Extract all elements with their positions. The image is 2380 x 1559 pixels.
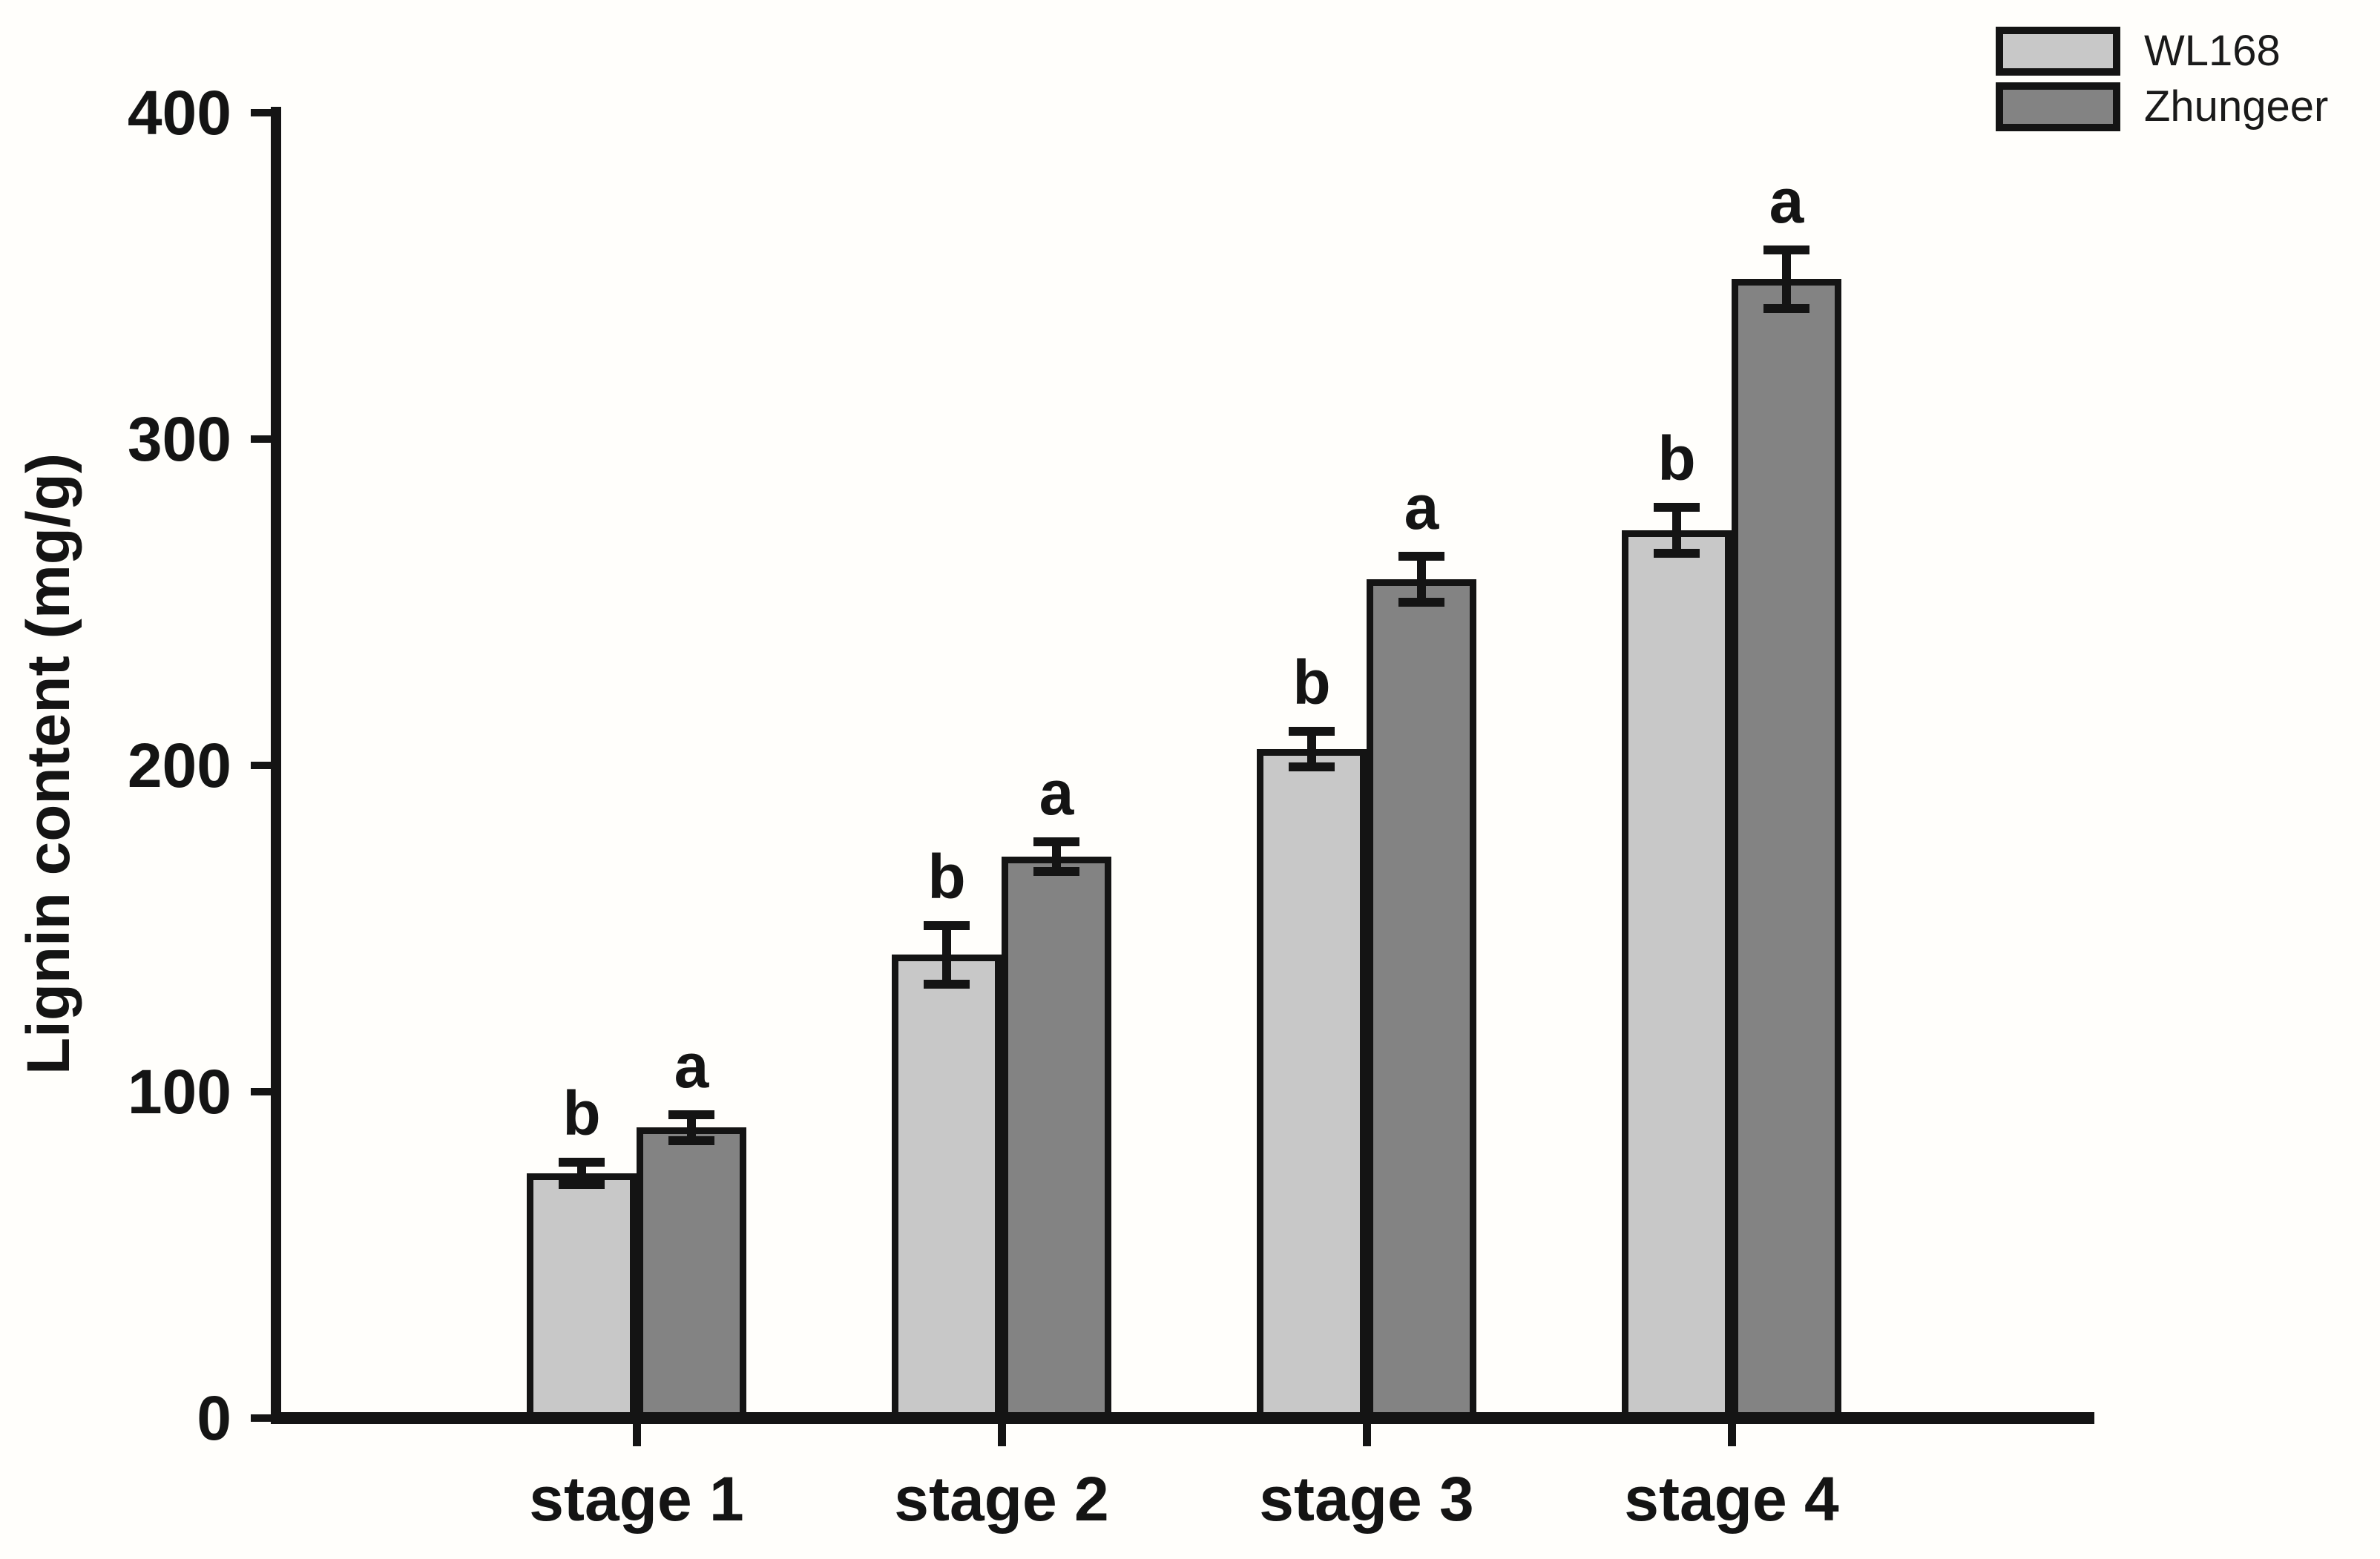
y-tick [251,1414,271,1422]
legend-label-zhungeer: Zhungeer [2144,82,2329,131]
significance-letter: b [1657,423,1696,494]
legend-item-wl168: WL168 [1996,27,2328,76]
x-tick [1727,1424,1736,1446]
error-bar-cap [1398,598,1444,607]
error-bar-cap [668,1136,714,1145]
significance-letter: a [1769,165,1804,236]
y-axis-line [271,107,281,1424]
y-tick [251,1088,271,1095]
x-tick [1362,1424,1371,1446]
error-bar-cap [924,920,970,930]
significance-letter: b [927,841,966,912]
error-bar-cap [1654,549,1700,558]
error-bar-cap [1289,762,1335,772]
x-tick [632,1424,641,1446]
significance-letter: a [1404,472,1439,543]
bar-wl168-stage-2 [892,955,1002,1423]
legend-swatch-wl168 [1996,27,2120,76]
y-tick-label: 400 [127,78,231,148]
error-bar-cap [1763,245,1809,254]
error-bar [1782,249,1791,309]
x-category-label: stage 3 [1259,1464,1474,1534]
significance-letter: b [1292,647,1331,717]
error-bar-cap [668,1110,714,1119]
significance-letter: a [1039,758,1074,828]
legend-label-wl168: WL168 [2144,27,2281,75]
bar-wl168-stage-3 [1257,749,1367,1423]
significance-letter: b [562,1078,601,1148]
y-tick-label: 0 [197,1383,231,1453]
error-bar [687,1114,696,1141]
error-bar-cap [1654,503,1700,512]
y-tick-label: 100 [127,1057,231,1127]
legend: WL168 Zhungeer [1996,27,2328,131]
x-category-label: stage 2 [894,1464,1109,1534]
x-axis-line [271,1412,2094,1424]
error-bar-cap [559,1157,605,1167]
legend-swatch-zhungeer [1996,82,2120,131]
error-bar [1417,556,1426,602]
y-tick [251,109,271,116]
y-tick [251,435,271,443]
x-tick [997,1424,1006,1446]
x-category-label: stage 1 [529,1464,744,1534]
bar-wl168-stage-4 [1622,530,1732,1423]
error-bar [942,925,951,984]
significance-letter: a [674,1030,709,1101]
bar-zhungeer-stage-2 [1002,857,1111,1423]
error-bar-cap [559,1180,605,1190]
error-bar-cap [1398,552,1444,561]
error-bar-cap [1289,726,1335,736]
error-bar-cap [1033,837,1079,847]
error-bar [1672,507,1681,553]
legend-item-zhungeer: Zhungeer [1996,82,2328,131]
bar-zhungeer-stage-1 [637,1127,746,1423]
x-category-label: stage 4 [1624,1464,1839,1534]
error-bar [1052,842,1061,871]
error-bar [577,1161,586,1185]
error-bar [1307,731,1316,768]
y-tick-label: 300 [127,404,231,474]
y-tick-label: 200 [127,731,231,800]
bar-zhungeer-stage-3 [1367,579,1476,1423]
y-tick [251,762,271,769]
error-bar-cap [1033,867,1079,876]
error-bar-cap [924,979,970,989]
error-bar-cap [1763,304,1809,313]
bar-wl168-stage-1 [527,1173,637,1423]
